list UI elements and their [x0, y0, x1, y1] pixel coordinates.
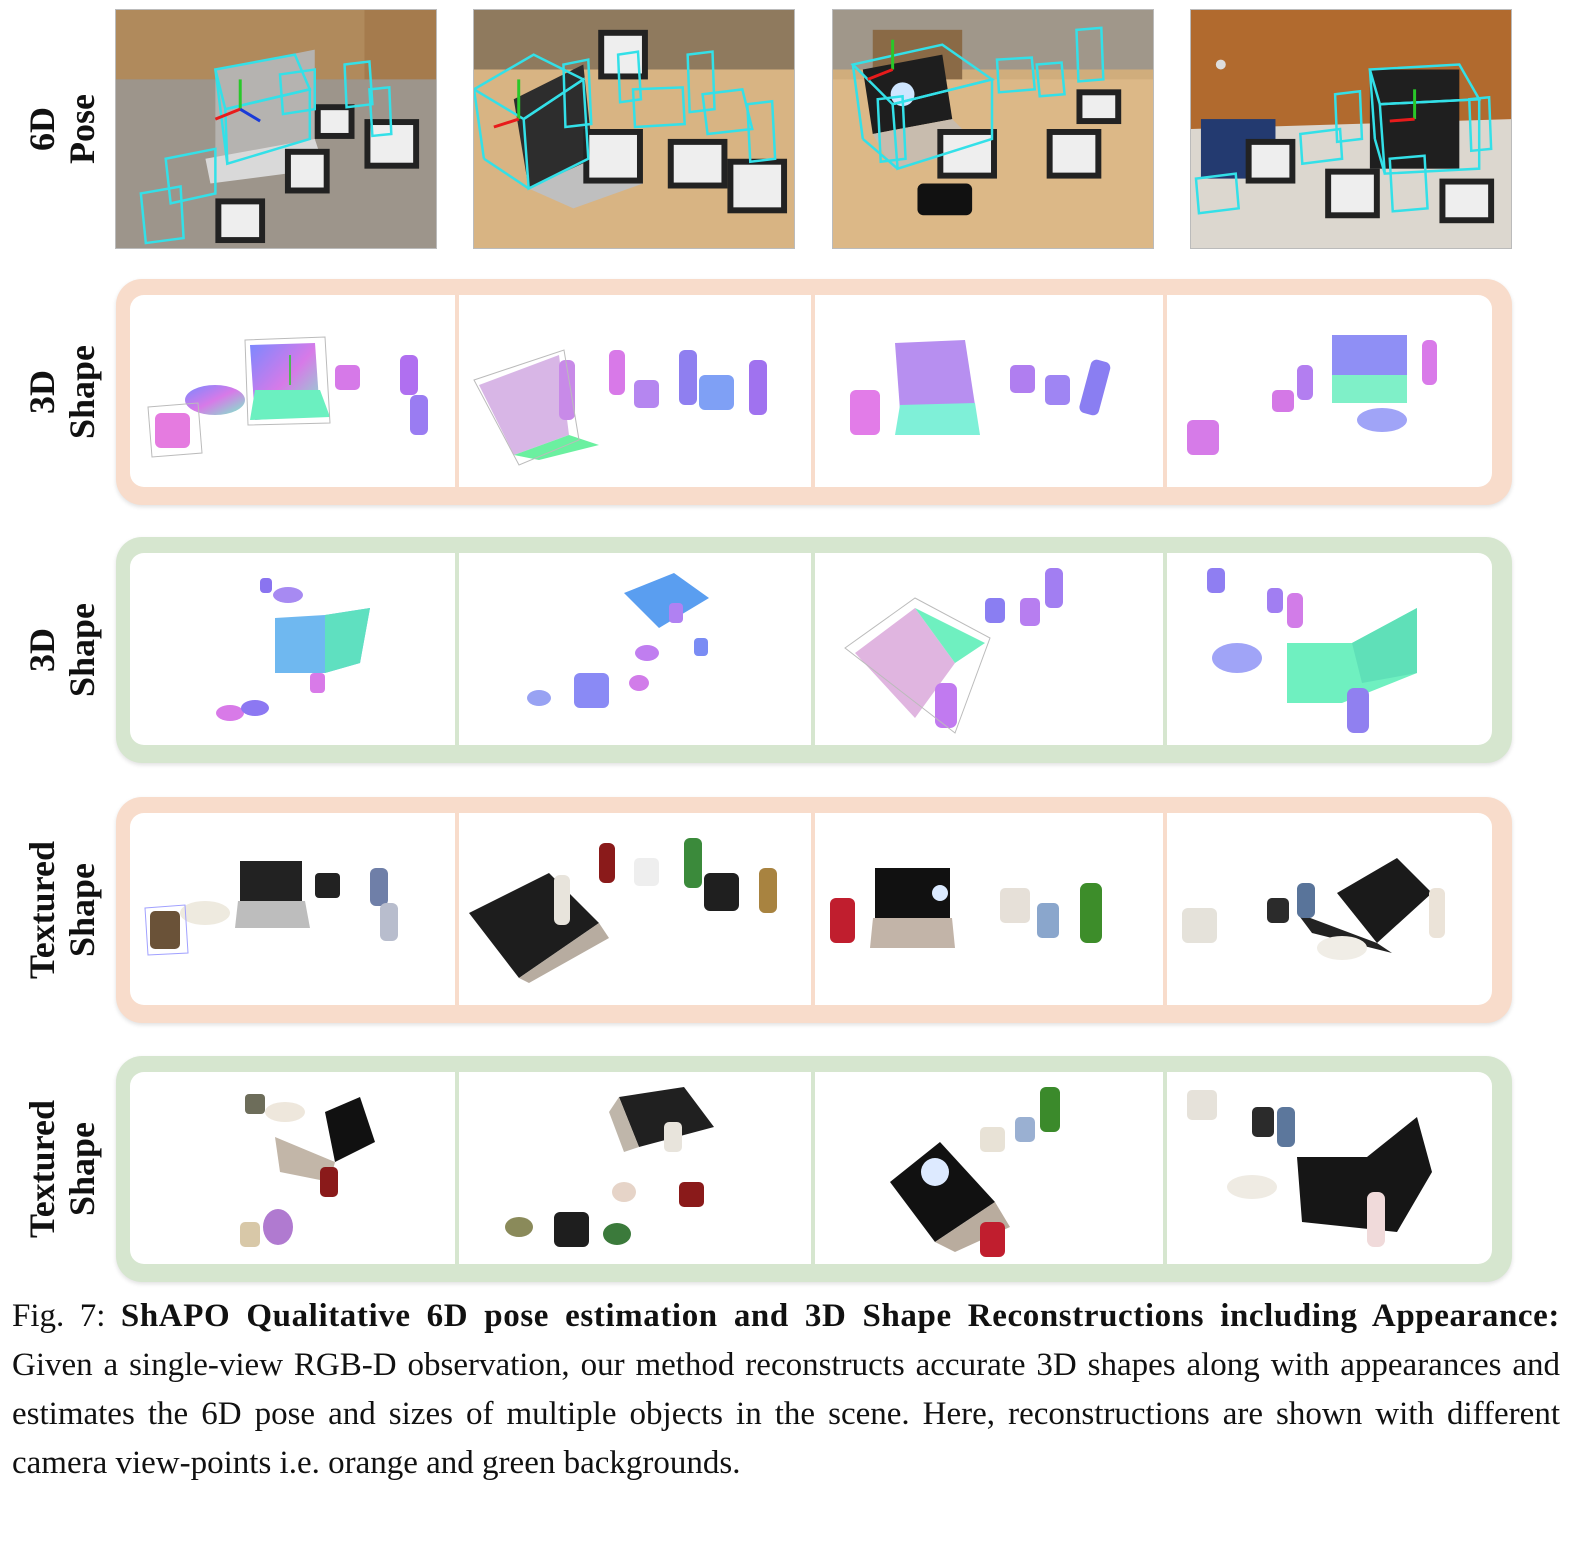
row-label-line2: Shape — [61, 602, 102, 698]
panel-separator — [811, 295, 815, 487]
row-label-3d-shape-orange: 3D Shape — [14, 279, 110, 505]
panel-separator — [1163, 1072, 1167, 1264]
shape-view-4 — [1167, 295, 1492, 487]
pose-photo-1 — [115, 9, 437, 249]
textured-panel-green-1 — [116, 1056, 1512, 1282]
row-label-line1: 3D — [21, 628, 62, 673]
panel-separator — [455, 813, 459, 1005]
textured-view-4 — [1167, 1072, 1492, 1264]
shape-view-2 — [459, 553, 811, 745]
shape-view-2 — [459, 295, 811, 487]
figure-caption: Fig. 7: ShAPO Qualitative 6D pose estima… — [12, 1292, 1560, 1488]
textured-view-1 — [130, 813, 455, 1005]
row-label-textured-shape-green: Textured Shape — [14, 1056, 110, 1282]
panel-separator — [455, 295, 459, 487]
panel-separator — [455, 1072, 459, 1264]
shape-view-3 — [815, 295, 1163, 487]
pose-photo-4 — [1190, 9, 1512, 249]
panel-separator — [811, 553, 815, 745]
shape-panel-orange-1 — [116, 279, 1512, 505]
row-label-3d-shape-green: 3D Shape — [14, 537, 110, 763]
row-label-textured-shape-orange: Textured Shape — [14, 797, 110, 1023]
caption-title: ShAPO Qualitative 6D pose estimation and… — [120, 1298, 1560, 1334]
row-label-line2: Pose — [61, 94, 102, 164]
panel-separator — [1163, 553, 1167, 745]
textured-view-4 — [1167, 813, 1492, 1005]
panel-inner — [130, 813, 1492, 1005]
shape-view-4 — [1167, 553, 1492, 745]
textured-view-2 — [459, 1072, 811, 1264]
row-label-line2: Shape — [62, 862, 102, 958]
row-label-line1: 6D — [21, 107, 62, 152]
row-label-line1: Textured — [22, 1099, 62, 1239]
row-label-line2: Shape — [61, 344, 102, 440]
panel-separator — [455, 553, 459, 745]
panel-separator — [1163, 295, 1167, 487]
shape-panel-green-1 — [116, 537, 1512, 763]
panel-inner — [130, 1072, 1492, 1264]
panel-inner — [130, 553, 1492, 745]
textured-view-2 — [459, 813, 811, 1005]
row-label-line2: Shape — [62, 1121, 102, 1217]
shape-view-1 — [130, 553, 455, 745]
pose-photo-2 — [473, 9, 795, 249]
panel-separator — [1163, 813, 1167, 1005]
textured-view-3 — [815, 813, 1163, 1005]
textured-view-1 — [130, 1072, 455, 1264]
row-label-6d-pose: 6D Pose — [14, 9, 110, 249]
panel-inner — [130, 295, 1492, 487]
caption-body: Given a single-view RGB-D observation, o… — [12, 1347, 1560, 1481]
row-label-line1: Textured — [22, 840, 62, 980]
figure-label: Fig. 7: — [12, 1298, 106, 1334]
pose-photo-3 — [832, 9, 1154, 249]
panel-separator — [811, 813, 815, 1005]
textured-view-3 — [815, 1072, 1163, 1264]
shape-view-3 — [815, 553, 1163, 745]
shape-view-1 — [130, 295, 455, 487]
panel-separator — [811, 1072, 815, 1264]
row-label-line1: 3D — [21, 370, 62, 415]
textured-panel-orange-1 — [116, 797, 1512, 1023]
